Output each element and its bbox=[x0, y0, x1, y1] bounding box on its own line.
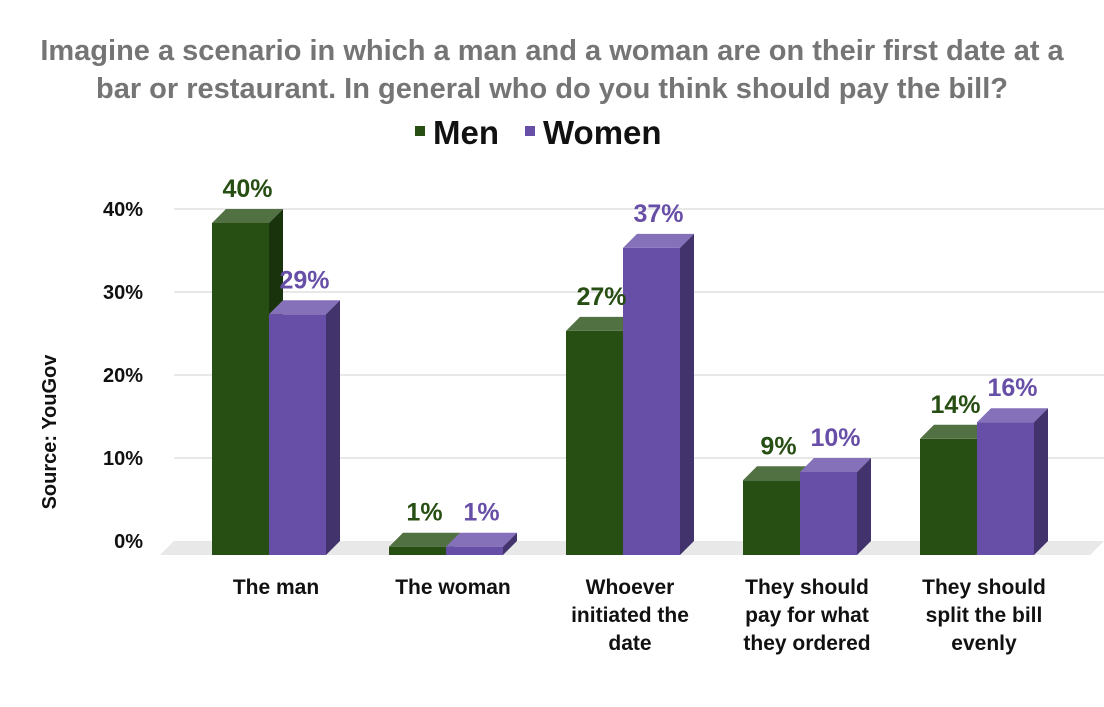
bar-side-women bbox=[503, 532, 517, 555]
bar-top-men bbox=[743, 466, 814, 481]
chart-title-line-2: bar or restaurant. In general who do you… bbox=[96, 73, 1008, 105]
x-tick-label: initiated the bbox=[571, 604, 689, 627]
chart-title: Imagine a scenario in which a man and a … bbox=[0, 32, 1104, 108]
bar-side-women bbox=[326, 300, 340, 555]
y-tick-label: 30% bbox=[103, 282, 143, 304]
bar-women bbox=[446, 546, 503, 555]
data-label-women: 10% bbox=[810, 424, 860, 452]
chart-title-line-1: Imagine a scenario in which a man and a … bbox=[40, 35, 1064, 67]
y-tick-label: 0% bbox=[114, 531, 143, 553]
bar-men bbox=[566, 330, 623, 555]
legend-label-men: Men bbox=[433, 114, 499, 151]
bar-women bbox=[623, 247, 680, 555]
bar-side-women bbox=[680, 233, 694, 555]
bar-top-women bbox=[269, 300, 340, 315]
bar-top-women bbox=[977, 408, 1048, 423]
x-tick-label: split the bill bbox=[926, 604, 1043, 627]
bar-top-men bbox=[389, 532, 460, 547]
y-tick-label: 10% bbox=[103, 448, 143, 470]
bar-men bbox=[920, 438, 977, 555]
legend-label-women: Women bbox=[543, 114, 662, 151]
data-label-men: 9% bbox=[760, 432, 796, 460]
bar-top-women bbox=[800, 458, 871, 472]
bar-top-women bbox=[446, 532, 517, 547]
x-tick-label: date bbox=[608, 632, 651, 655]
bar-top-men bbox=[566, 316, 637, 331]
x-tick-label: The man bbox=[233, 576, 319, 599]
bar-women bbox=[800, 472, 857, 555]
bar-top-men bbox=[920, 424, 991, 439]
bar-women bbox=[269, 314, 326, 555]
data-label-men: 27% bbox=[576, 283, 626, 311]
data-label-women: 16% bbox=[987, 374, 1037, 402]
y-tick-label: 40% bbox=[103, 199, 143, 221]
bar-top-men bbox=[212, 209, 283, 223]
legend-swatch-men bbox=[415, 126, 425, 136]
data-label-women: 37% bbox=[633, 200, 683, 228]
x-tick-label: They should bbox=[922, 576, 1046, 599]
x-tick-label: they ordered bbox=[743, 632, 870, 655]
bar-side-women bbox=[1034, 408, 1048, 555]
bar-top-women bbox=[623, 233, 694, 248]
data-label-women: 29% bbox=[279, 266, 329, 294]
x-tick-label: pay for what bbox=[745, 604, 869, 627]
data-label-men: 1% bbox=[406, 499, 442, 527]
x-tick-label: evenly bbox=[951, 632, 1017, 655]
x-tick-label: They should bbox=[745, 576, 869, 599]
bar-women bbox=[977, 422, 1034, 555]
bar-men bbox=[743, 480, 800, 555]
data-label-men: 14% bbox=[930, 391, 980, 419]
legend-swatch-women bbox=[525, 126, 535, 136]
data-label-women: 1% bbox=[463, 499, 499, 527]
y-tick-label: 20% bbox=[103, 365, 143, 387]
bar-men bbox=[389, 546, 446, 555]
y-axis-label: Source: YouGov bbox=[39, 354, 61, 510]
x-tick-label: The woman bbox=[395, 576, 511, 599]
data-label-men: 40% bbox=[222, 175, 272, 203]
bar-men bbox=[212, 223, 269, 555]
x-tick-label: Whoever bbox=[586, 576, 675, 599]
bar-side-women bbox=[857, 458, 871, 555]
